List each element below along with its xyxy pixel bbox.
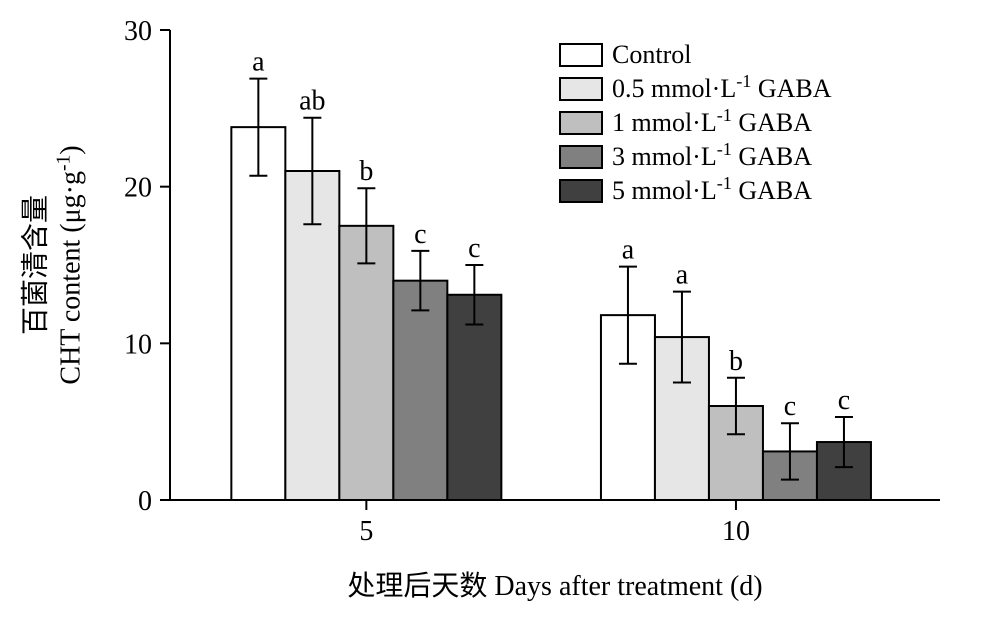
bar-sig-letter: c [468,233,480,264]
legend-label: 1 mmol·L-1 GABA [612,105,812,137]
bar [339,226,393,500]
bar-sig-letter: a [622,235,635,266]
legend-label: Control [612,40,691,69]
bar-sig-letter: c [414,219,426,250]
cht-content-bar-chart: 0102030百菌清含量CHT content (μg·g-1)aabbcc5a… [0,0,1000,630]
y-tick-label: 20 [124,173,152,204]
bar-sig-letter: a [252,47,265,78]
bar-sig-letter: b [729,346,743,377]
legend-label: 5 mmol·L-1 GABA [612,173,812,205]
bar [447,295,501,500]
bar-sig-letter: b [359,156,373,187]
legend-label: 0.5 mmol·L-1 GABA [612,71,832,103]
legend-label: 3 mmol·L-1 GABA [612,139,812,171]
x-tick-label: 10 [722,516,750,547]
bar-sig-letter: a [676,260,689,291]
legend-swatch [560,146,602,168]
legend-swatch [560,44,602,66]
legend-swatch [560,112,602,134]
bar [231,127,285,500]
y-tick-label: 10 [124,329,152,360]
bar-sig-letter: ab [299,86,325,117]
x-axis-label: 处理后天数 Days after treatment (d) [347,570,762,602]
x-tick-label: 5 [359,516,373,547]
y-tick-label: 30 [124,16,152,47]
y-tick-label: 0 [138,486,152,517]
legend-swatch [560,78,602,100]
legend-swatch [560,180,602,202]
bar [393,281,447,500]
bar-sig-letter: c [784,391,796,422]
bar-sig-letter: c [838,385,850,416]
